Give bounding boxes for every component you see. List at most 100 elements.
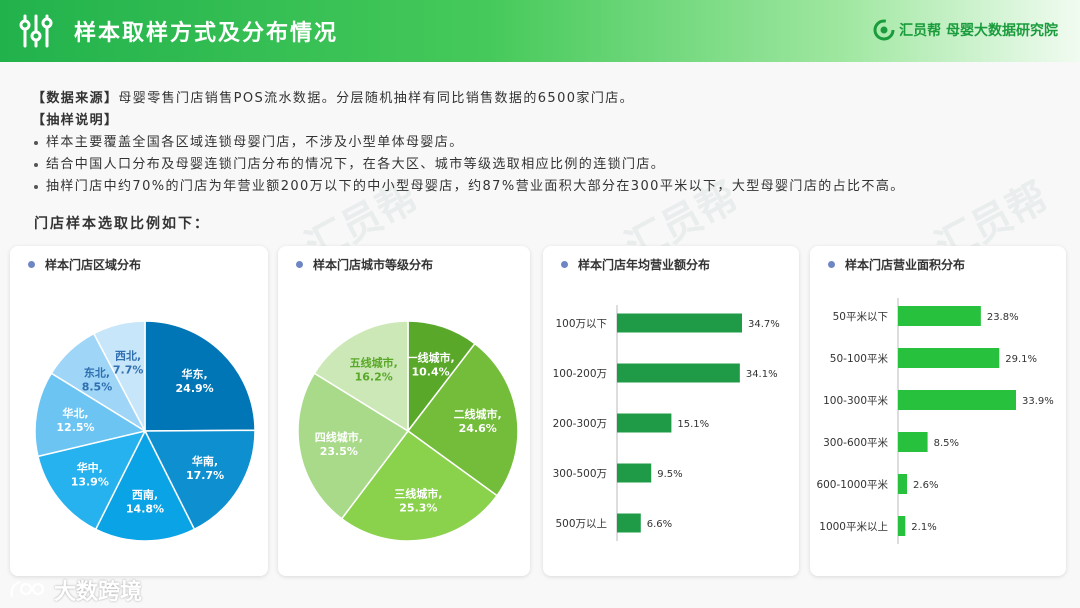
pie-slice: [92, 320, 146, 432]
category-label: 100万以下: [555, 318, 607, 330]
bar: [617, 313, 742, 333]
slice-label: 一线城市,: [407, 350, 455, 364]
region-pie-chart: 华东,24.9% 华南,17.7% 西南,14.8% 华中,13.9% 华北,12.5%…: [34, 320, 256, 542]
slice-value-label: 14.8%: [126, 502, 164, 515]
brand: 汇员帮 母婴大数据研究院: [873, 19, 1058, 41]
bar-value-label: 34.7%: [748, 319, 780, 330]
bar: [898, 516, 906, 536]
bar-value-label: 23.8%: [987, 312, 1019, 323]
bullet-dot-icon: [828, 261, 835, 268]
pie-slice: [37, 429, 147, 531]
bar-value-label: 8.5%: [934, 438, 959, 449]
category-label: 1000平米以上: [819, 520, 888, 533]
slice-value-label: 10.4%: [412, 365, 450, 378]
bar-value-label: 2.1%: [911, 522, 936, 533]
slice-label: 华东,: [182, 367, 208, 381]
bullet-dot-icon: [561, 261, 568, 268]
category-label: 100-200万: [553, 368, 607, 380]
slice-value-label: 25.3%: [399, 502, 437, 515]
revenue-bar-card: 样本门店年均营业额分布 100万以下 34.7% 100-200万 34.1% 200-…: [543, 246, 799, 576]
bullet-item: 抽样门店中约70%的门店为年营业额200万以下的中小型母婴店，约87%营业面积大…: [32, 176, 905, 198]
chart-title: 样本门店城市等级分布: [313, 258, 434, 272]
category-label: 300-500万: [553, 468, 607, 480]
category-label: 500万以上: [555, 518, 607, 530]
bullet-item: 结合中国人口分布及母婴连锁门店分布的情况下，在各大区、城市等级选取相应比例的连锁…: [32, 154, 905, 176]
slice-value-label: 12.5%: [56, 421, 94, 434]
intro-section: 【数据来源】母婴零售门店销售POS流水数据。分层随机抽样有同比销售数据的6500…: [32, 88, 905, 198]
header-bar: 样本取样方式及分布情况 汇员帮 母婴大数据研究院: [0, 0, 1080, 62]
slice-label: 三线城市,: [394, 487, 442, 501]
category-label: 600-1000平米: [816, 478, 888, 491]
bar-value-label: 2.6%: [913, 480, 938, 491]
pie-slice: [313, 320, 409, 433]
slice-value-label: 17.7%: [186, 469, 224, 482]
category-label: 300-600平米: [823, 436, 888, 449]
bar-value-label: 29.1%: [1005, 354, 1037, 365]
method-label: 【抽样说明】: [32, 113, 119, 128]
slice-label: 东北,: [84, 366, 110, 380]
slice-value-label: 13.9%: [71, 476, 109, 489]
bar: [898, 390, 1016, 410]
footer-logo: 大数跨境: [8, 574, 142, 606]
bullet-item: 样本主要覆盖全国各区域连锁母婴门店，不涉及小型单体母婴店。: [32, 132, 905, 154]
pie-slice: [144, 320, 256, 432]
bar-value-label: 15.1%: [677, 419, 709, 430]
bar: [617, 463, 652, 483]
page-title: 样本取样方式及分布情况: [74, 21, 339, 46]
category-label: 50-100平米: [830, 352, 889, 365]
slice-label: 西北,: [115, 349, 141, 363]
slice-value-label: 8.5%: [82, 381, 113, 394]
pie-slice: [406, 342, 519, 497]
slice-value-label: 24.6%: [459, 422, 497, 435]
bar: [898, 348, 1000, 368]
slice-value-label: 16.2%: [355, 371, 393, 384]
brand-logo-icon: [873, 19, 895, 41]
bar-value-label: 33.9%: [1022, 396, 1054, 407]
area-bar-card: 样本门店营业面积分布 50平米以下 23.8% 50-100平米 29.1% 100-3…: [810, 246, 1066, 576]
sliders-icon: [19, 14, 53, 48]
slice-label: 五线城市,: [350, 356, 398, 370]
revenue-bar-chart: 100万以下 34.7% 100-200万 34.1% 200-300万 15.1% 300…: [553, 305, 780, 541]
bar: [898, 474, 908, 494]
footer-logo-icon: [10, 580, 45, 598]
area-bar-chart: 50平米以下 23.8% 50-100平米 29.1% 100-300平米 33.9% 30…: [816, 298, 1054, 544]
source-text: 母婴零售门店销售POS流水数据。分层随机抽样有同比销售数据的6500家门店。: [118, 91, 635, 106]
category-label: 200-300万: [553, 418, 607, 430]
slice-value-label: 7.7%: [113, 364, 144, 377]
bullet-dot-icon: [28, 261, 35, 268]
chart-title: 样本门店区域分布: [45, 258, 142, 272]
brand-name: 汇员帮 母婴大数据研究院: [899, 23, 1058, 39]
bar: [898, 432, 928, 452]
bar: [617, 513, 641, 533]
slice-label: 西南,: [132, 487, 158, 501]
footer-logo-text: 大数跨境: [54, 580, 143, 605]
category-label: 100-300平米: [823, 394, 888, 407]
pie-slice: [34, 372, 147, 458]
slice-label: 华北,: [62, 406, 88, 420]
slice-label: 二线城市,: [454, 407, 502, 421]
bar: [617, 413, 672, 433]
region-pie-card: 样本门店区域分布 华东, 24.9% 华南, 17.7% 西南, 14.8% 华中, 13.9…: [10, 246, 268, 576]
category-label: 50平米以下: [833, 310, 888, 323]
bar-value-label: 34.1%: [746, 369, 778, 380]
chart-title: 样本门店年均营业额分布: [578, 258, 711, 272]
bar-value-label: 6.6%: [647, 519, 672, 530]
bar: [898, 306, 981, 326]
city-tier-pie-card: 样本门店城市等级分布 一线城市, 10.4% 二线城市, 24.6% 三线城市, 25.3…: [278, 246, 530, 576]
pie-slice: [94, 429, 196, 542]
pie-slice: [143, 429, 256, 531]
slice-value-label: 23.5%: [320, 445, 358, 458]
chart-title: 样本门店营业面积分布: [845, 258, 966, 272]
city-tier-pie-chart: 一线城市,10.4% 二线城市,24.6% 三线城市,25.3% 四线城市,23.5%…: [297, 320, 519, 542]
section-subhead: 门店样本选取比例如下：: [34, 216, 210, 232]
slice-value-label: 24.9%: [176, 382, 214, 395]
pie-slice: [407, 320, 476, 434]
source-label: 【数据来源】: [32, 91, 119, 106]
slice-label: 四线城市,: [315, 430, 363, 444]
pie-slice: [297, 372, 410, 520]
slice-label: 华南,: [192, 454, 218, 468]
slice-label: 华中,: [77, 461, 103, 475]
bar: [617, 363, 740, 383]
pie-slice: [340, 429, 499, 542]
bullet-dot-icon: [296, 261, 303, 268]
